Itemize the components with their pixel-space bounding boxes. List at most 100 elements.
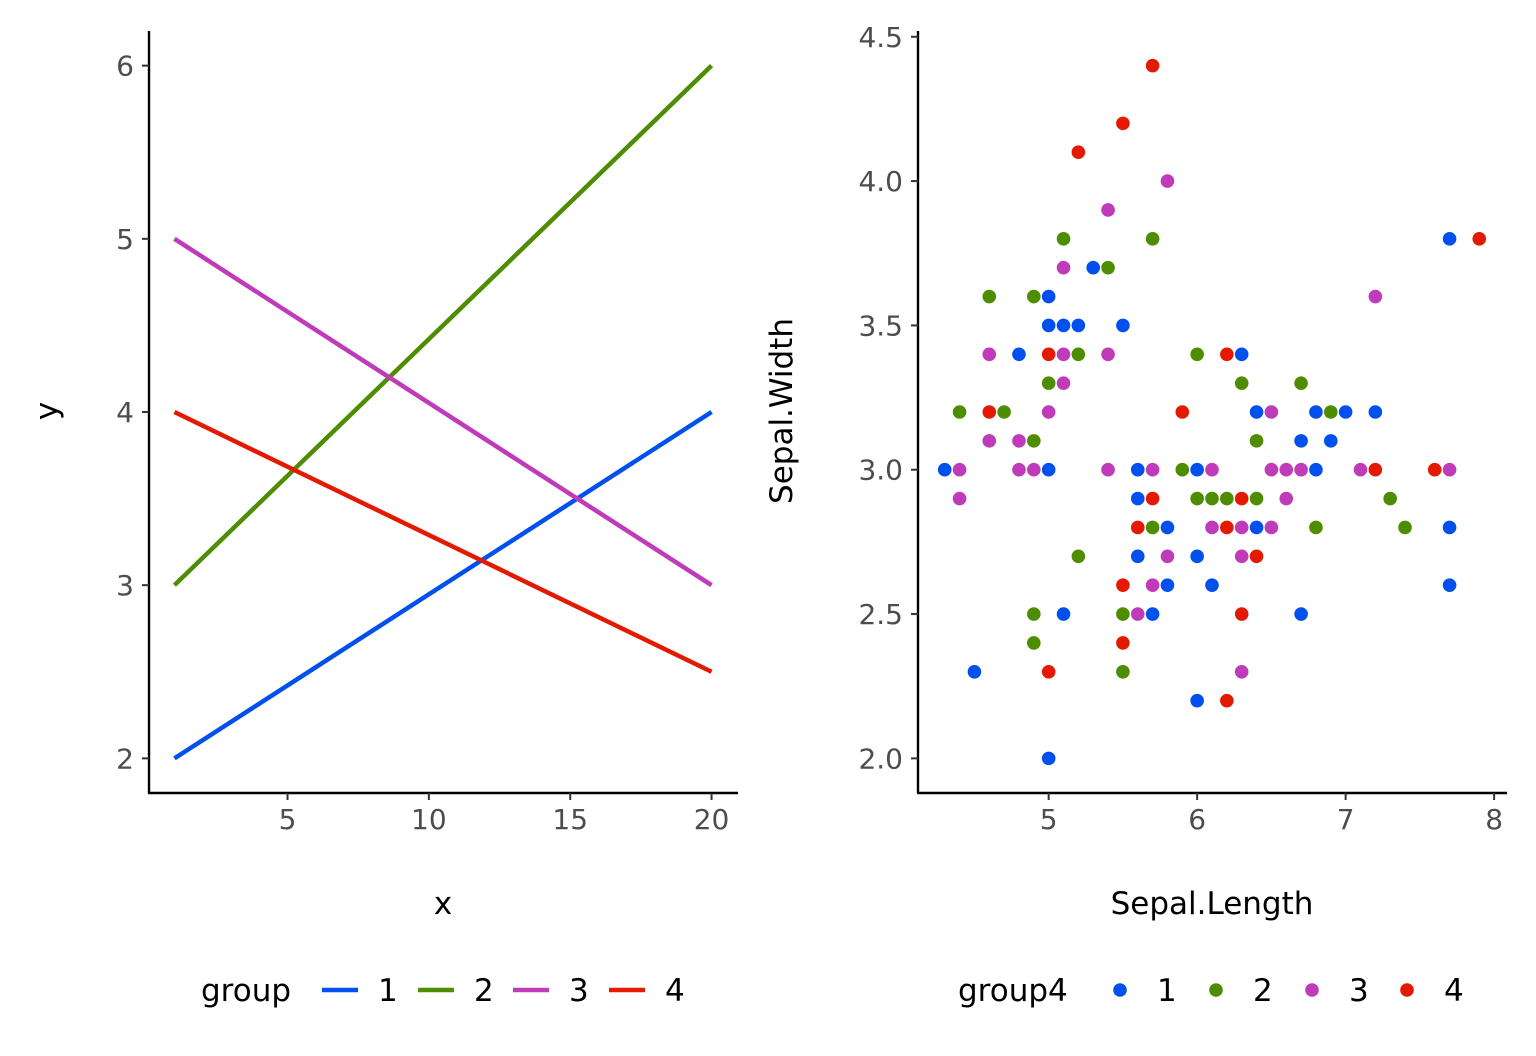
scatter-point-group-2 bbox=[1190, 491, 1204, 506]
y-axis-title: Sepal.Width bbox=[764, 318, 800, 504]
scatter-point-group-4 bbox=[1041, 347, 1056, 362]
scatter-point-group-2 bbox=[1145, 232, 1160, 246]
scatter-point-group-1 bbox=[1056, 318, 1071, 333]
legend-label-3: 3 bbox=[1349, 973, 1369, 1009]
scatter-point-group-2 bbox=[1145, 520, 1160, 535]
scatter-point-group-1 bbox=[967, 664, 982, 679]
scatter-point-group-4 bbox=[1116, 636, 1130, 650]
scatter-point-group-3 bbox=[952, 491, 967, 506]
scatter-point-group-3 bbox=[1234, 520, 1249, 535]
scatter-points-group bbox=[937, 58, 1487, 766]
scatter-point-group-4 bbox=[1220, 693, 1234, 708]
y-tick-label: 6 bbox=[116, 50, 134, 83]
scatter-point-group-3 bbox=[1056, 347, 1071, 362]
scatter-point-group-3 bbox=[982, 434, 997, 448]
scatter-point-group-2 bbox=[1116, 607, 1130, 621]
scatter-point-group-1 bbox=[1041, 289, 1056, 304]
scatter-point-group-1 bbox=[1294, 434, 1308, 448]
x-tick-label: 7 bbox=[1337, 803, 1355, 836]
scatter-point-group-2 bbox=[1249, 434, 1264, 448]
scatter-point-group-1 bbox=[1368, 405, 1383, 419]
x-tick-label: 8 bbox=[1485, 803, 1503, 836]
scatter-point-group-1 bbox=[937, 462, 952, 477]
scatter-point-group-1 bbox=[1338, 405, 1353, 419]
scatter-point-group-1 bbox=[1041, 462, 1056, 477]
y-tick-labels: 2 3 4 5 6 bbox=[116, 50, 149, 775]
scatter-point-group-2 bbox=[1027, 434, 1041, 448]
scatter-legend: group4 1 2 3 4 bbox=[958, 973, 1464, 1009]
scatter-point-group-3 bbox=[1101, 347, 1115, 362]
y-axis-title: y bbox=[29, 402, 65, 420]
scatter-point-group-2 bbox=[1383, 491, 1397, 506]
scatter-point-group-2 bbox=[1323, 405, 1338, 419]
scatter-point-group-3 bbox=[1012, 462, 1026, 477]
scatter-point-group-3 bbox=[1056, 376, 1071, 390]
scatter-point-group-3 bbox=[982, 347, 997, 362]
scatter-chart-panel: 5 6 7 8 2.0 2.5 3.0 3.5 4.0 4.5 Sepal.Length Sep… bbox=[764, 21, 1507, 1009]
x-tick-label: 20 bbox=[694, 803, 730, 836]
scatter-point-group-1 bbox=[1190, 693, 1204, 708]
x-axis-title: x bbox=[434, 886, 452, 922]
scatter-point-group-1 bbox=[1130, 462, 1145, 477]
scatter-point-group-1 bbox=[1130, 549, 1145, 564]
scatter-point-group-2 bbox=[1234, 376, 1249, 390]
scatter-point-group-2 bbox=[1249, 491, 1264, 506]
scatter-point-group-2 bbox=[1309, 520, 1323, 535]
scatter-point-group-4 bbox=[1368, 462, 1383, 477]
line-series-3 bbox=[173, 236, 713, 588]
line-series-4 bbox=[173, 409, 713, 674]
scatter-point-group-3 bbox=[1368, 289, 1383, 304]
scatter-point-group-1 bbox=[1041, 751, 1056, 766]
scatter-point-group-1 bbox=[1442, 578, 1457, 592]
scatter-point-group-3 bbox=[1294, 462, 1308, 477]
legend-label-1: 1 bbox=[1157, 973, 1177, 1009]
scatter-point-group-3 bbox=[1160, 174, 1175, 188]
scatter-point-group-4 bbox=[1472, 232, 1487, 246]
line-chart-panel: 5 10 15 20 2 3 4 5 6 x y group 1 2 3 4 bbox=[29, 31, 738, 1009]
scatter-point-group-1 bbox=[1130, 491, 1145, 506]
scatter-point-group-3 bbox=[1279, 462, 1294, 477]
scatter-point-group-3 bbox=[1012, 434, 1026, 448]
line-series-group bbox=[172, 64, 714, 761]
scatter-point-group-3 bbox=[952, 462, 967, 477]
scatter-point-group-4 bbox=[982, 405, 997, 419]
legend-label-2: 2 bbox=[1253, 973, 1273, 1009]
scatter-point-group-3 bbox=[1279, 491, 1294, 506]
scatter-point-group-1 bbox=[1309, 462, 1323, 477]
scatter-point-group-4 bbox=[1234, 607, 1249, 621]
y-tick-label: 4.0 bbox=[858, 165, 903, 198]
scatter-point-group-3 bbox=[1264, 520, 1279, 535]
scatter-point-group-4 bbox=[1145, 58, 1160, 73]
scatter-point-group-1 bbox=[1145, 607, 1160, 621]
scatter-point-group-2 bbox=[982, 289, 997, 304]
scatter-point-group-3 bbox=[1145, 462, 1160, 477]
scatter-point-group-4 bbox=[1175, 405, 1190, 419]
scatter-point-group-2 bbox=[1101, 260, 1115, 275]
scatter-point-group-1 bbox=[1086, 260, 1101, 275]
scatter-point-group-1 bbox=[1442, 520, 1457, 535]
legend-title: group4 bbox=[958, 973, 1068, 1009]
scatter-point-group-1 bbox=[1160, 520, 1175, 535]
scatter-point-group-2 bbox=[1071, 549, 1086, 564]
y-tick-label: 2.5 bbox=[858, 598, 903, 631]
scatter-point-group-3 bbox=[1056, 260, 1071, 275]
scatter-point-group-3 bbox=[1205, 520, 1219, 535]
scatter-point-group-3 bbox=[1353, 462, 1368, 477]
scatter-point-group-2 bbox=[1041, 376, 1056, 390]
scatter-point-group-1 bbox=[1442, 232, 1457, 246]
line-series-1 bbox=[173, 410, 713, 761]
scatter-point-group-2 bbox=[997, 405, 1011, 419]
scatter-point-group-3 bbox=[1234, 549, 1249, 564]
scatter-point-group-1 bbox=[1234, 347, 1249, 362]
scatter-point-group-1 bbox=[1116, 318, 1130, 333]
y-tick-labels: 2.0 2.5 3.0 3.5 4.0 4.5 bbox=[858, 21, 918, 775]
scatter-point-group-3 bbox=[1205, 462, 1219, 477]
legend-label-4: 4 bbox=[665, 973, 685, 1009]
scatter-point-group-3 bbox=[1130, 607, 1145, 621]
scatter-point-group-1 bbox=[1323, 434, 1338, 448]
scatter-point-group-3 bbox=[1101, 462, 1115, 477]
scatter-point-group-3 bbox=[1027, 462, 1041, 477]
x-axis-title: Sepal.Length bbox=[1111, 886, 1314, 922]
scatter-point-group-4 bbox=[1116, 578, 1130, 592]
scatter-point-group-4 bbox=[1116, 116, 1130, 131]
